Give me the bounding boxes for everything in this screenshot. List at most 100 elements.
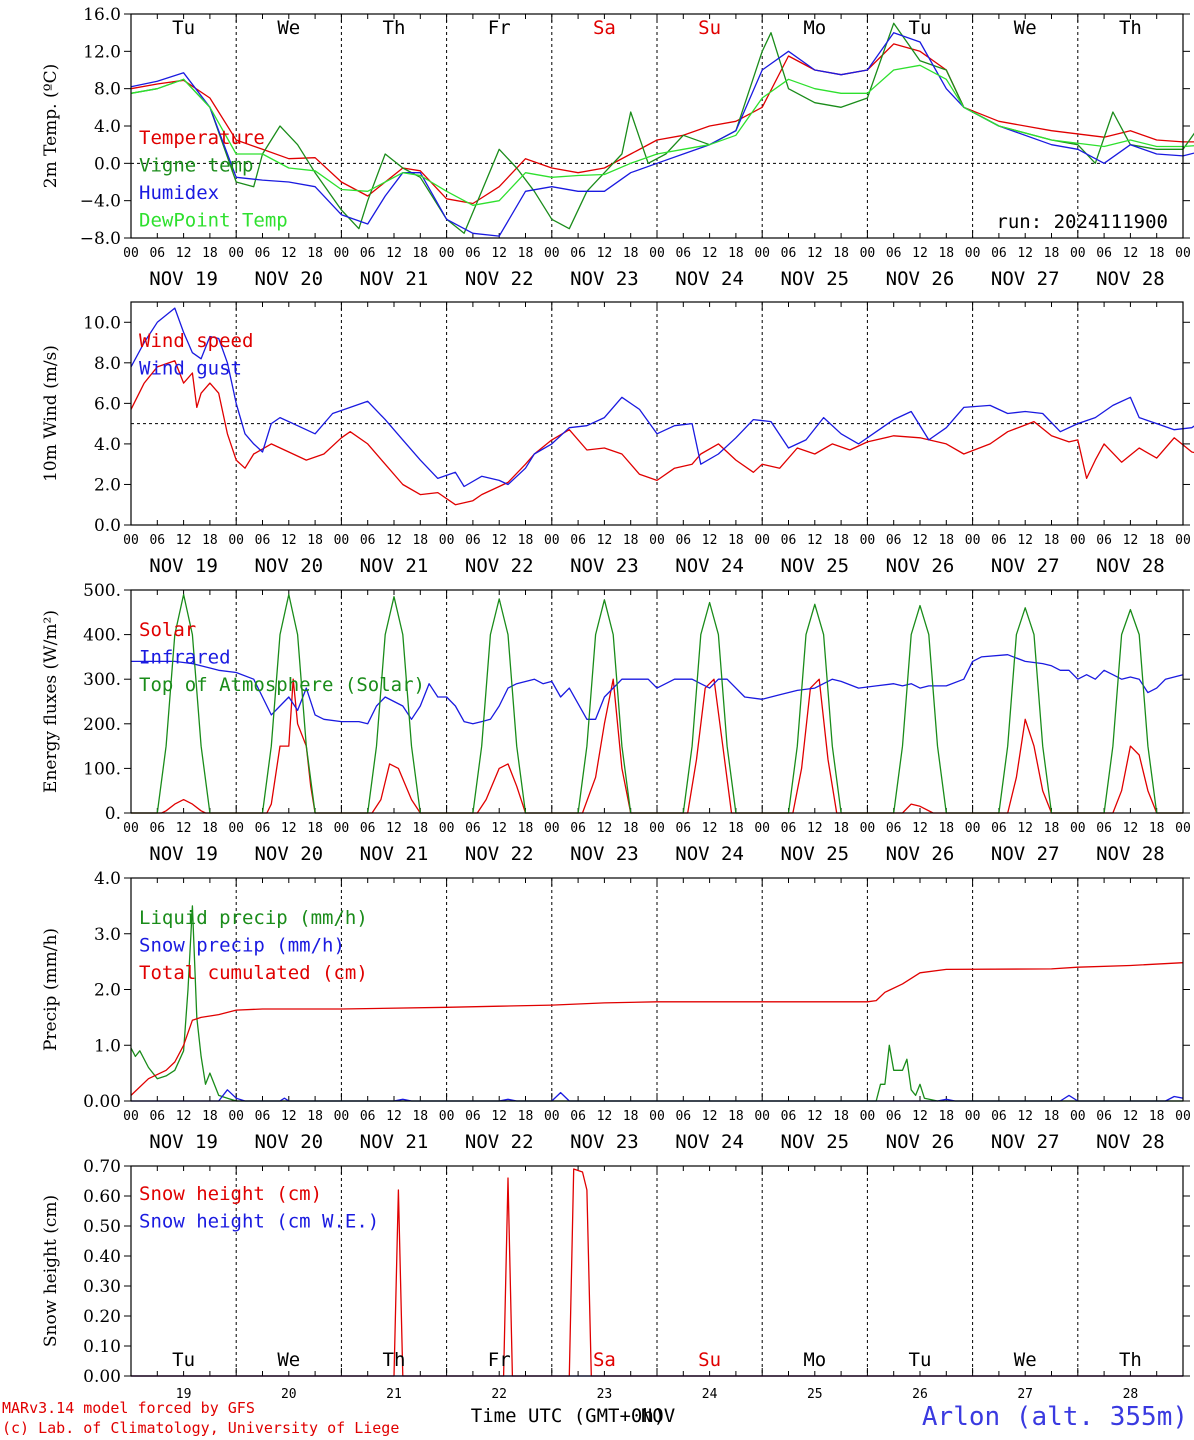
- hour-label: 18: [1044, 533, 1060, 548]
- weekday-label: Tu: [172, 17, 195, 39]
- hour-label: 06: [781, 533, 797, 548]
- hour-label: 00: [1070, 1109, 1086, 1124]
- legend-entry: Snow precip (mm/h): [139, 935, 345, 957]
- hour-label: 06: [991, 1109, 1007, 1124]
- legend-entry: Humidex: [139, 182, 219, 204]
- hour-label: 18: [1149, 821, 1165, 836]
- hour-label: 12: [1123, 246, 1139, 261]
- hour-label: 00: [544, 533, 560, 548]
- hour-label: 12: [1123, 1109, 1139, 1124]
- hour-label: 00: [965, 533, 981, 548]
- hour-label: 12: [176, 821, 192, 836]
- hour-label: 00: [965, 821, 981, 836]
- credit-model: MARv3.14 model forced by GFS: [2, 1399, 255, 1417]
- hour-label: 12: [491, 1109, 507, 1124]
- weekday-label: Tu: [909, 1349, 932, 1371]
- station-name: Arlon (alt. 355m): [921, 1402, 1188, 1432]
- ytick-label: 0.00: [83, 1092, 121, 1112]
- hour-label: 18: [307, 533, 323, 548]
- hour-label: 12: [386, 1109, 402, 1124]
- hour-label: 00: [544, 1109, 560, 1124]
- day-number: 24: [702, 1387, 718, 1402]
- hour-label: 12: [1017, 821, 1033, 836]
- hour-label: 12: [702, 246, 718, 261]
- hour-label: 00: [439, 1109, 455, 1124]
- hour-label: 06: [886, 1109, 902, 1124]
- ytick-label: 16.0: [83, 5, 121, 25]
- ytick-label: 0.20: [83, 1307, 121, 1327]
- hour-label: 12: [386, 533, 402, 548]
- ylabel: Energy fluxes (W/m²): [41, 610, 61, 793]
- weekday-label: Fr: [488, 17, 511, 39]
- hour-label: 06: [570, 246, 586, 261]
- hour-label: 18: [412, 821, 428, 836]
- hour-label: 00: [860, 246, 876, 261]
- ytick-label: 0.0: [94, 516, 121, 536]
- date-label: NOV 20: [254, 268, 323, 290]
- hour-label: 00: [860, 533, 876, 548]
- day-number: 26: [912, 1387, 928, 1402]
- hour-label: 18: [307, 1109, 323, 1124]
- ylabel: 10m Wind (m/s): [41, 345, 61, 482]
- hour-label: 06: [360, 246, 376, 261]
- hour-label: 00: [544, 246, 560, 261]
- date-label: NOV 26: [886, 268, 955, 290]
- hour-label: 06: [255, 1109, 271, 1124]
- hour-label: 06: [675, 1109, 691, 1124]
- hour-label: 18: [938, 246, 954, 261]
- ylabel: 2m Temp. (ºC): [41, 64, 61, 189]
- hour-label: 00: [649, 246, 665, 261]
- weekday-label: Th: [383, 17, 406, 39]
- date-label: NOV 19: [149, 1131, 218, 1153]
- hour-label: 12: [597, 821, 613, 836]
- hour-label: 06: [570, 821, 586, 836]
- hour-label: 06: [1096, 246, 1112, 261]
- ytick-label: 3.0: [94, 925, 121, 945]
- plot-frame: [130, 1165, 1184, 1377]
- hour-label: 00: [544, 821, 560, 836]
- hour-label: 06: [781, 821, 797, 836]
- series-line: [131, 678, 1183, 814]
- hour-label: 18: [728, 246, 744, 261]
- legend-entry: Infrared: [139, 647, 231, 669]
- hour-label: 12: [1017, 533, 1033, 548]
- hour-label: 00: [860, 1109, 876, 1124]
- panel-3: [124, 589, 1190, 814]
- hour-label: 12: [176, 1109, 192, 1124]
- hour-label: 12: [491, 821, 507, 836]
- ytick-label: 500.: [83, 581, 121, 601]
- date-label: NOV 27: [991, 555, 1060, 577]
- hour-label: 18: [1044, 246, 1060, 261]
- hour-label: 00: [754, 821, 770, 836]
- xlabel: Time UTC (GMT+0h): [471, 1405, 665, 1427]
- hour-label: 00: [1175, 533, 1191, 548]
- ytick-label: 0.60: [83, 1187, 121, 1207]
- hour-label: 18: [623, 821, 639, 836]
- weekday-label: Th: [1119, 1349, 1142, 1371]
- day-number: 21: [386, 1387, 402, 1402]
- hour-label: 18: [412, 246, 428, 261]
- ytick-label: 10.0: [83, 313, 121, 333]
- legend-entry: Solar: [139, 619, 196, 641]
- ytick-label: 4.0: [94, 435, 121, 455]
- hour-label: 18: [1149, 246, 1165, 261]
- hour-label: 00: [123, 1109, 139, 1124]
- date-label: NOV 24: [675, 1131, 744, 1153]
- date-label: NOV 27: [991, 268, 1060, 290]
- hour-label: 00: [1070, 533, 1086, 548]
- weekday-label: Su: [698, 17, 721, 39]
- date-label: NOV 27: [991, 843, 1060, 865]
- hour-label: 00: [334, 1109, 350, 1124]
- hour-label: 12: [807, 821, 823, 836]
- ytick-label: 300.: [83, 670, 121, 690]
- hour-label: 00: [1175, 246, 1191, 261]
- day-number: 27: [1017, 1387, 1033, 1402]
- hour-label: 06: [991, 246, 1007, 261]
- hour-label: 06: [465, 533, 481, 548]
- hour-label: 12: [281, 821, 297, 836]
- hour-label: 12: [597, 533, 613, 548]
- date-label: NOV 19: [149, 555, 218, 577]
- hour-label: 12: [597, 1109, 613, 1124]
- legend-entry: Temperature: [139, 127, 265, 149]
